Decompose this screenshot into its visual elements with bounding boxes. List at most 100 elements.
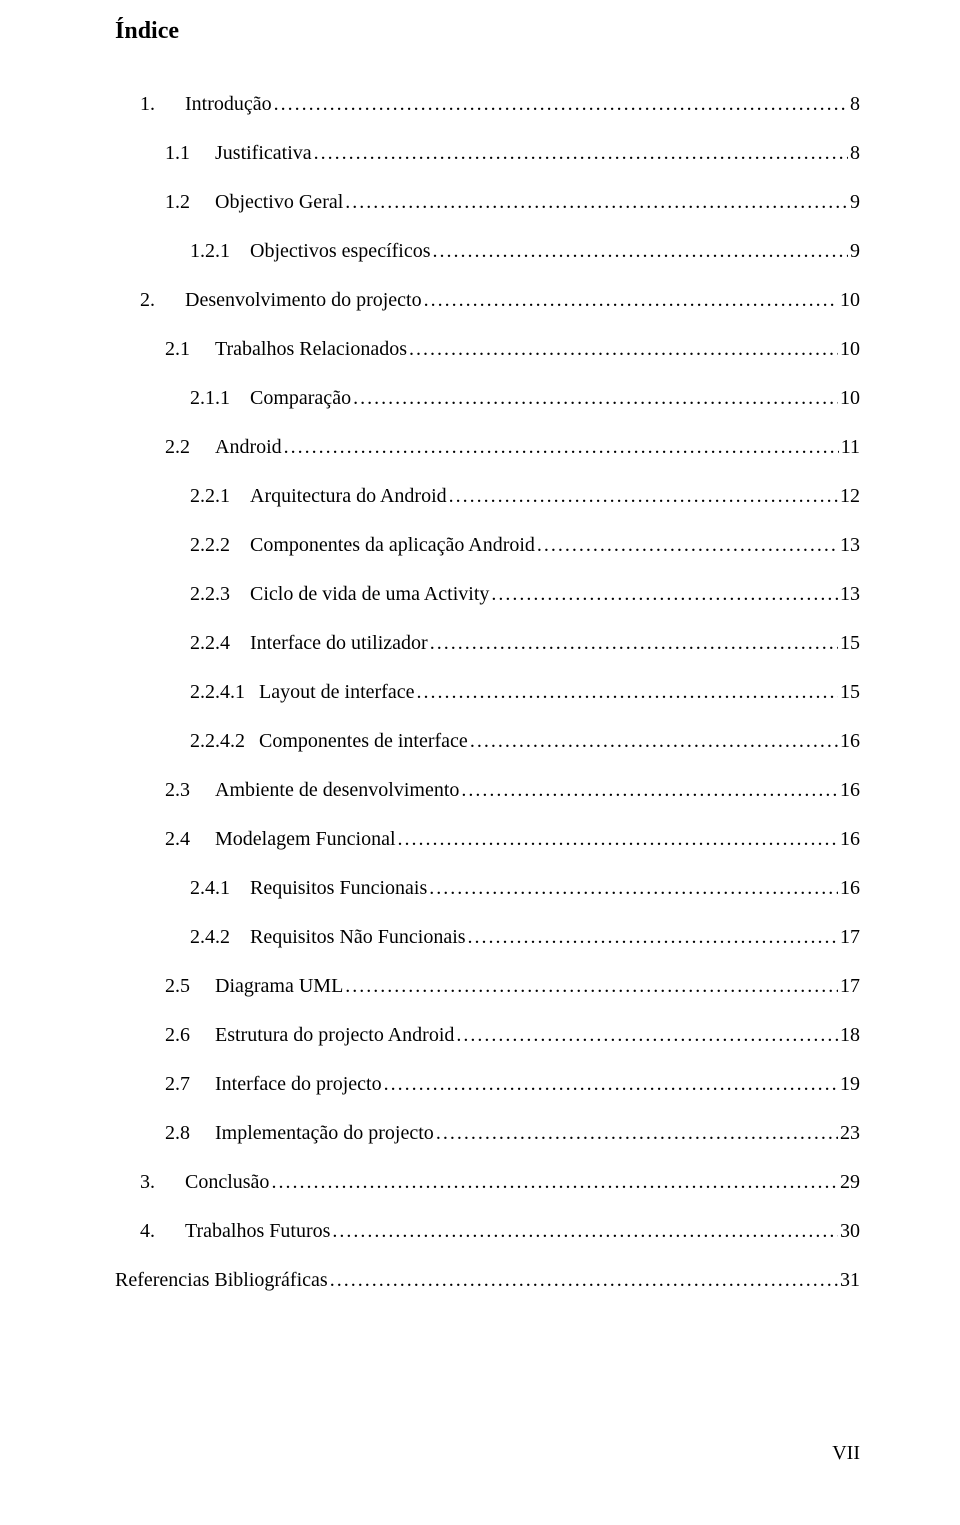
toc-entry-page: 19 (840, 1073, 860, 1096)
toc-entry-text: Desenvolvimento do projecto (185, 289, 422, 311)
toc-leader-dots (314, 142, 848, 165)
toc-leader-dots (384, 1073, 838, 1096)
toc-entry: 1.2Objectivo Geral 9 (115, 191, 860, 214)
toc-entry-number: 2.8 (165, 1122, 190, 1144)
toc-entry-text: Trabalhos Relacionados (215, 338, 407, 360)
toc-entry-page: 30 (840, 1220, 860, 1243)
toc-entry-text: Diagrama UML (215, 975, 343, 997)
toc-entry: 2.3 Ambiente de desenvolvimento 16 (115, 779, 860, 802)
toc-entry-page: 10 (840, 387, 860, 410)
toc-entry: 2.4.1Requisitos Funcionais16 (115, 877, 860, 900)
toc-entry-label: 4.Trabalhos Futuros (140, 1220, 330, 1243)
toc-entry-label: 2.2Android (165, 436, 282, 459)
toc-entry-text: Requisitos Funcionais (250, 877, 427, 899)
toc-entry-text: Conclusão (185, 1171, 269, 1193)
toc-entry-number: 4. (140, 1220, 155, 1242)
page-number: VII (832, 1442, 860, 1465)
toc-entry-text: Arquitectura do Android (250, 485, 447, 507)
toc-entry-page: 16 (840, 730, 860, 753)
toc-leader-dots (409, 338, 838, 361)
toc-entry-number: 1. (140, 93, 155, 115)
toc-entry: 3. Conclusão 29 (115, 1171, 860, 1194)
toc-entry-page: 16 (840, 828, 860, 851)
toc-leader-dots (274, 93, 848, 116)
toc-entry-number: 2.2.3 (190, 583, 230, 605)
toc-entry-page: 31 (840, 1269, 860, 1292)
toc-entry-label: 1.2Objectivo Geral (165, 191, 343, 214)
toc-entry-text: Implementação do projecto (215, 1122, 434, 1144)
toc-entry-page: 16 (840, 779, 860, 802)
toc-entry-number: 1.2 (165, 191, 190, 213)
toc-leader-dots (491, 583, 838, 606)
toc-entry-number: 2.7 (165, 1073, 190, 1095)
toc-leader-dots (345, 191, 848, 214)
toc-entry-label: 2.4.2 Requisitos Não Funcionais (190, 926, 466, 949)
toc-entry: 2.1 Trabalhos Relacionados 10 (115, 338, 860, 361)
toc-entry-label: 2.2.4.2 Componentes de interface (190, 730, 468, 753)
toc-entry-text: Introdução (185, 93, 272, 115)
toc-leader-dots (332, 1220, 838, 1243)
toc-entry-page: 23 (840, 1122, 860, 1145)
toc-entry-page: 10 (840, 338, 860, 361)
toc-entry: 1. Introdução 8 (115, 93, 860, 116)
toc-entry-label: 2.7Interface do projecto (165, 1073, 382, 1096)
toc-entry-page: 11 (841, 436, 860, 459)
toc-entry-text: Layout de interface (259, 681, 414, 703)
toc-entry-text: Requisitos Não Funcionais (250, 926, 466, 948)
toc-leader-dots (470, 730, 838, 753)
toc-entry: 2.2.4.1Layout de interface15 (115, 681, 860, 704)
toc-entry: 2.7Interface do projecto 19 (115, 1073, 860, 1096)
toc-entry-page: 18 (840, 1024, 860, 1047)
toc-entry-number: 2.2.4.2 (190, 730, 245, 752)
toc-entry-label: 2.2.4.1Layout de interface (190, 681, 414, 704)
toc-entry-number: 2.4 (165, 828, 190, 850)
toc-entry-label: 2.8 Implementação do projecto (165, 1122, 434, 1145)
toc-entry-number: 2.3 (165, 779, 190, 801)
toc-entry-text: Objectivos específicos (250, 240, 431, 262)
toc-leader-dots (468, 926, 838, 949)
toc-leader-dots (537, 534, 838, 557)
toc-entry-text: Componentes da aplicação Android (250, 534, 535, 556)
toc-entry: 2.2.4Interface do utilizador15 (115, 632, 860, 655)
toc-entry-number: 2.2 (165, 436, 190, 458)
toc-entry-text: Justificativa (215, 142, 312, 164)
toc-entry-number: 2.2.2 (190, 534, 230, 556)
toc-leader-dots (345, 975, 838, 998)
toc-entry: 2.6Estrutura do projecto Android18 (115, 1024, 860, 1047)
toc-entry-text: Componentes de interface (259, 730, 468, 752)
toc-entry-number: 2.1 (165, 338, 190, 360)
toc-entry-number: 2.5 (165, 975, 190, 997)
toc-leader-dots (284, 436, 839, 459)
toc-entry-number: 2.2.1 (190, 485, 230, 507)
toc-entry-label: 2.2.1 Arquitectura do Android (190, 485, 447, 508)
toc-entry: Referencias Bibliográficas 31 (115, 1269, 860, 1292)
toc-entry-text: Interface do utilizador (250, 632, 428, 654)
toc-leader-dots (330, 1269, 838, 1292)
toc-entry-page: 9 (850, 240, 860, 263)
toc-entry-text: Referencias Bibliográficas (115, 1269, 328, 1291)
toc-entry-label: 2.5 Diagrama UML (165, 975, 343, 998)
toc-entry: 1.1Justificativa8 (115, 142, 860, 165)
toc-entry: 2.2.2Componentes da aplicação Android13 (115, 534, 860, 557)
toc-entry-label: 2.4.1Requisitos Funcionais (190, 877, 427, 900)
toc-entry-label: 1.2.1Objectivos específicos (190, 240, 431, 263)
toc-entry-text: Comparação (250, 387, 351, 409)
toc-entry-label: 2.4 Modelagem Funcional (165, 828, 396, 851)
toc-entry-label: 3. Conclusão (140, 1171, 269, 1194)
toc-leader-dots (271, 1171, 838, 1194)
toc-entry-number: 2.4.2 (190, 926, 230, 948)
toc-entry-text: Modelagem Funcional (215, 828, 396, 850)
toc-entry-page: 29 (840, 1171, 860, 1194)
toc-entry-label: 2.2.4 Interface do utilizador (190, 632, 428, 655)
toc-entry-number: 2.2.4 (190, 632, 230, 654)
toc-leader-dots (430, 632, 838, 655)
toc-entry-label: 1.1Justificativa (165, 142, 312, 165)
toc-leader-dots (353, 387, 838, 410)
toc-entry-number: 2. (140, 289, 155, 311)
toc-leader-dots (433, 240, 849, 263)
toc-entry-number: 3. (140, 1171, 155, 1193)
toc-entry-text: Ambiente de desenvolvimento (215, 779, 459, 801)
toc-entry: 2.8 Implementação do projecto 23 (115, 1122, 860, 1145)
toc-entry-page: 8 (850, 93, 860, 116)
toc-entry-page: 9 (850, 191, 860, 214)
